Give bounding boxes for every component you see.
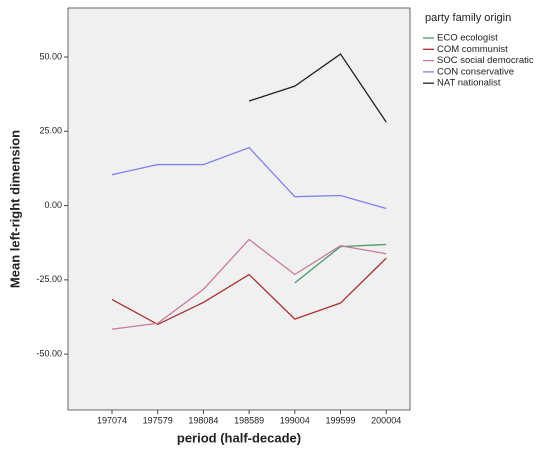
x-tick-label: 197074 bbox=[97, 415, 127, 425]
x-tick-label: 197579 bbox=[143, 415, 173, 425]
legend-label: NAT nationalist bbox=[437, 78, 501, 89]
x-axis-title: period (half-decade) bbox=[177, 430, 301, 445]
series-line bbox=[248, 53, 387, 123]
x-tick-label: 199004 bbox=[280, 415, 310, 425]
y-tick-label: 0.00 bbox=[44, 200, 62, 210]
y-tick-label: -50.00 bbox=[36, 349, 62, 359]
x-tick-label: 199599 bbox=[325, 415, 355, 425]
y-tick-label: -25.00 bbox=[36, 274, 62, 284]
series-line bbox=[111, 257, 387, 326]
y-axis-title: Mean left-right dimension bbox=[7, 130, 22, 288]
x-tick-label: 200004 bbox=[371, 415, 401, 425]
series-line bbox=[111, 238, 387, 330]
y-tick-label: 50.00 bbox=[39, 51, 62, 61]
series-line bbox=[294, 243, 387, 284]
legend-label: ECO ecologist bbox=[437, 33, 498, 44]
legend-label: CON conservative bbox=[437, 66, 514, 77]
x-tick-label: 198084 bbox=[188, 415, 218, 425]
y-tick-label: 25.00 bbox=[39, 126, 62, 136]
legend-label: COM communist bbox=[437, 44, 508, 55]
plot-area bbox=[67, 7, 411, 411]
series-line bbox=[111, 146, 387, 210]
legend-label: SOC social democratic bbox=[437, 55, 534, 66]
x-tick-label: 198589 bbox=[234, 415, 264, 425]
legend-title: party family origin bbox=[425, 12, 511, 24]
